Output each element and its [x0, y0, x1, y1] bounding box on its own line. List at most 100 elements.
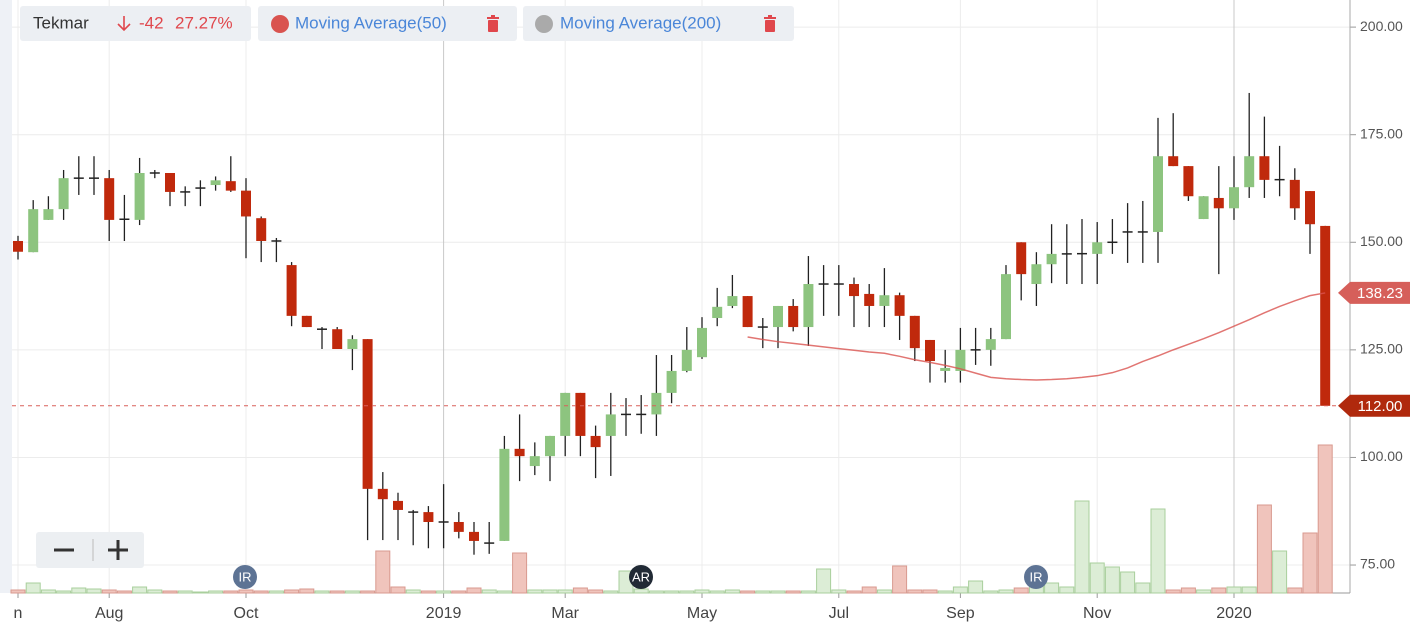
volume-bar — [633, 588, 649, 594]
volume-bar — [132, 586, 148, 594]
candle-body — [225, 181, 236, 191]
candle-body — [286, 265, 297, 316]
volume-bar — [405, 589, 421, 594]
volume-bar — [1044, 582, 1060, 594]
volume-bar — [162, 590, 178, 594]
event-marker[interactable] — [629, 565, 653, 589]
volume-bar — [527, 589, 543, 594]
volume-bar — [192, 591, 208, 594]
volume-bar — [664, 590, 680, 594]
delete-icon[interactable] — [764, 15, 776, 32]
x-tick-label: Sep — [946, 605, 975, 622]
candle-body — [1244, 156, 1255, 188]
candle-body — [256, 218, 267, 241]
candle-body — [453, 521, 464, 532]
candle-body — [1229, 187, 1239, 209]
zoom-in[interactable] — [108, 540, 128, 560]
candle-body — [134, 172, 145, 220]
volume-bar — [101, 589, 117, 594]
event-marker[interactable] — [1024, 565, 1048, 589]
x-tick-label: Mar — [551, 605, 579, 622]
indicator-chip[interactable] — [258, 6, 517, 41]
volume-bar — [314, 590, 330, 594]
volume-bar — [861, 586, 877, 594]
volume-bar — [892, 565, 908, 594]
candle-body — [788, 305, 799, 328]
event-label: IR — [1030, 569, 1043, 584]
volume-bar — [968, 580, 984, 594]
volume-bar — [177, 590, 193, 594]
volume-bar — [998, 589, 1014, 594]
volume-bar — [542, 589, 558, 594]
x-tick-label: 2019 — [426, 605, 462, 622]
candle-body — [423, 512, 434, 522]
candle-body — [13, 240, 23, 252]
volume-bar — [253, 590, 269, 594]
volume-bar — [360, 590, 376, 594]
candle-body — [894, 295, 905, 316]
volume-bar — [481, 589, 497, 594]
symbol: Tekmar — [33, 13, 89, 32]
legend-dot — [535, 15, 553, 33]
candle-body — [1198, 196, 1209, 220]
candle-body — [377, 488, 388, 500]
candle-body — [985, 339, 996, 350]
price-tag-label: 138.23 — [1357, 285, 1403, 302]
candle-body — [909, 315, 920, 349]
volume-bar — [10, 589, 26, 594]
volume-bar — [846, 590, 862, 594]
volume-bar — [1211, 587, 1227, 594]
volume-bar — [557, 589, 573, 594]
volume-bar — [1059, 586, 1075, 594]
volume-bar — [1120, 571, 1136, 594]
candle-body — [803, 284, 814, 328]
candle-body — [1031, 264, 1042, 285]
candle-body — [545, 435, 555, 457]
volume-bar — [952, 586, 968, 594]
candle-body — [879, 295, 890, 306]
candle-body — [104, 178, 115, 220]
volume-bar — [1256, 504, 1272, 594]
candle-body — [529, 456, 540, 467]
candle-body — [925, 339, 935, 362]
volume-bar — [922, 589, 938, 594]
candle-body — [666, 370, 677, 393]
volume-bar — [800, 590, 816, 594]
volume-bar — [1089, 562, 1105, 594]
volume-bar — [223, 590, 239, 594]
volume-bar — [694, 589, 710, 594]
volume-bar — [238, 589, 254, 594]
candle-body — [940, 367, 951, 371]
moving-average-line — [747, 292, 1326, 381]
candle-body — [165, 172, 175, 192]
x-tick-label: Aug — [95, 605, 123, 622]
volume-bar — [451, 590, 467, 594]
delete-icon[interactable] — [487, 15, 499, 32]
candle-body — [1016, 242, 1027, 275]
candle-body — [1305, 191, 1315, 225]
y-tick-label: 75.00 — [1360, 556, 1395, 572]
y-tick-label: 150.00 — [1360, 233, 1403, 249]
volume-bar — [1241, 586, 1257, 594]
candle-body — [241, 190, 251, 217]
volume-bar — [709, 590, 725, 594]
candle-body — [955, 349, 966, 371]
candle-body — [560, 392, 571, 436]
candle-body — [393, 500, 403, 510]
legend-label: Moving Average(50) — [295, 13, 447, 32]
event-marker[interactable] — [233, 565, 257, 589]
y-tick-label: 175.00 — [1360, 125, 1403, 141]
change: -42 — [139, 13, 164, 32]
volume-bar — [983, 590, 999, 594]
volume-bar — [436, 590, 452, 594]
volume-bar — [816, 568, 832, 594]
volume-bar — [907, 589, 923, 594]
candle-body — [681, 349, 692, 371]
volume-bar — [937, 590, 953, 594]
candle-body — [301, 315, 312, 328]
volume-bar — [284, 589, 300, 594]
candle-body — [1320, 225, 1331, 406]
symbol-chip[interactable] — [20, 6, 251, 41]
indicator-chip[interactable] — [523, 6, 794, 41]
